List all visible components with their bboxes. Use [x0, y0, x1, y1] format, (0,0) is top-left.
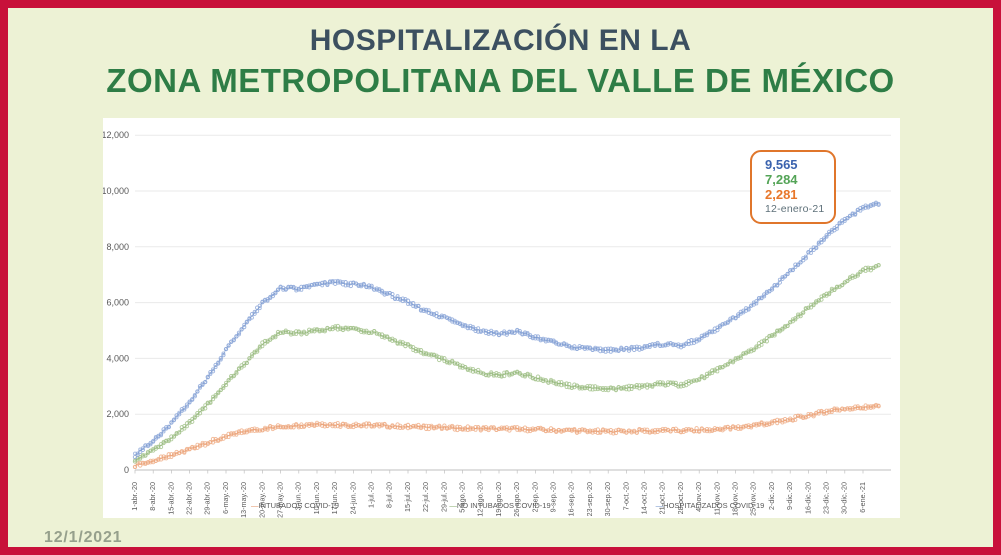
x-tick-label: 24-jun.-20	[348, 482, 357, 514]
y-tick-label: 8,000	[106, 242, 129, 252]
y-tick-label: 12,000	[103, 130, 129, 140]
x-tick-label: 5-ago.-20	[458, 482, 467, 513]
x-tick-label: 26-ago.-20	[512, 482, 521, 517]
x-tick-label: 30-sep.-20	[603, 482, 612, 516]
x-tick-label: 15-jul.-20	[403, 482, 412, 512]
x-tick-label: 19-ago.-20	[494, 482, 503, 517]
x-tick-label: 27-may.-20	[276, 482, 285, 518]
callout-hospitalizados-value: 9,565	[765, 157, 798, 172]
x-tick-label: 9-sep.-20	[549, 482, 558, 512]
hospitalization-line-chart: 0 2,000 4,000 6,000 8,000 10,000 12,000 1-abr.-…	[103, 130, 891, 518]
legend-item-intubados-covid-19: —INTUBADOS COVID-19	[251, 501, 339, 510]
x-tick-label: 21-oct.-20	[658, 482, 667, 514]
x-tick-label: 9-dic.-20	[785, 482, 794, 510]
x-tick-label: 8-abr.-20	[148, 482, 157, 511]
x-tick-label: 22-abr.-20	[185, 482, 194, 515]
x-tick-label: 25-nov.-20	[749, 482, 758, 516]
y-tick-label: 0	[124, 465, 129, 475]
x-axis	[134, 469, 891, 474]
series-intubados-covid-19	[132, 402, 881, 470]
x-tick-label: 1-abr.-20	[130, 482, 139, 511]
x-tick-label: 22-jul.-20	[421, 482, 430, 512]
title-line-1: HOSPITALIZACIÓN EN LA	[309, 24, 692, 57]
x-tick-label: 1-jul.-20	[367, 482, 376, 508]
x-tick-label: 12-ago.-20	[476, 482, 485, 517]
x-tick-label: 23-sep.-20	[585, 482, 594, 516]
x-tick-label: 16-dic.-20	[803, 482, 812, 514]
x-tick-label: 29-abr.-20	[203, 482, 212, 515]
page-title: HOSPITALIZACIÓN EN LA ZONA METROPOLITANA…	[8, 22, 993, 102]
x-tick-label: 16-sep.-20	[567, 482, 576, 516]
slide-date-stamp: 12/1/2021	[44, 529, 123, 546]
x-tick-label: 28-oct.-20	[676, 482, 685, 514]
latest-values-callout: 9,565 7,284 2,281 12-enero-21	[750, 150, 836, 224]
x-tick-label: 20-may.-20	[257, 482, 266, 518]
x-tick-label: 2-sep.-20	[530, 482, 539, 512]
series-no-intubados-covid-19	[132, 263, 881, 464]
x-tick-label: 18-nov.-20	[731, 482, 740, 516]
x-tick-label: 30-dic.-20	[840, 482, 849, 514]
x-tick-label: 3-jun.-20	[294, 482, 303, 510]
x-axis-labels: 1-abr.-20 8-abr.-20 15-abr.-20 22-abr.-20 29…	[130, 482, 867, 518]
x-tick-label: 11-nov.-20	[712, 482, 721, 515]
legend-item-hospitalizados-covid-19: —HOSPITALIZADOS COVID-19	[656, 501, 765, 510]
x-tick-label: 10-jun.-20	[312, 482, 321, 514]
title-line-2: ZONA METROPOLITANA DEL VALLE DE MÉXICO	[106, 62, 895, 99]
x-tick-label: 2-dic.-20	[767, 482, 776, 510]
y-tick-label: 6,000	[106, 298, 129, 308]
legend: —INTUBADOS COVID-19 —NO INTUBADOS COVID-1…	[251, 501, 764, 510]
y-tick-label: 10,000	[103, 186, 129, 196]
x-tick-label: 4-nov.-20	[694, 482, 703, 512]
y-axis-labels: 0 2,000 4,000 6,000 8,000 10,000 12,000	[103, 130, 129, 475]
x-tick-label: 23-dic.-20	[822, 482, 831, 514]
callout-no-intubados-value: 7,284	[765, 172, 798, 187]
callout-intubados-value: 2,281	[765, 187, 798, 202]
x-tick-label: 6-ene.-21	[858, 482, 867, 513]
y-tick-label: 4,000	[106, 353, 129, 363]
y-tick-label: 2,000	[106, 409, 129, 419]
x-tick-label: 8-jul.-20	[385, 482, 394, 508]
x-tick-label: 15-abr.-20	[166, 482, 175, 515]
series-hospitalizados-covid-19	[132, 200, 881, 460]
x-tick-label: 29-jul.-20	[439, 482, 448, 512]
callout-date-label: 12-enero-21	[765, 203, 825, 215]
x-tick-label: 6-may.-20	[221, 482, 230, 514]
x-tick-label: 17-jun.-20	[330, 482, 339, 514]
x-tick-label: 7-oct.-20	[621, 482, 630, 510]
x-tick-label: 13-may.-20	[239, 482, 248, 518]
legend-item-no-intubados-covid-19: —NO INTUBADOS COVID-19	[449, 501, 550, 510]
x-tick-label: 14-oct.-20	[640, 482, 649, 514]
